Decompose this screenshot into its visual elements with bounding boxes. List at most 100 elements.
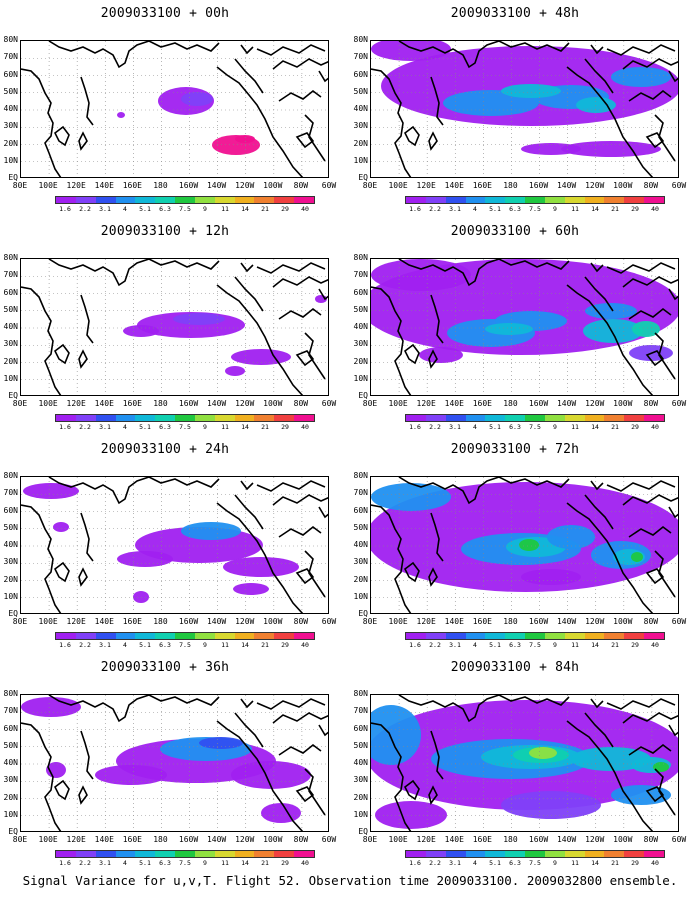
coastline	[430, 76, 444, 126]
colorbar-label: 11	[221, 859, 229, 867]
longitude-label: 120E	[66, 835, 86, 844]
colorbar-label: 1.6	[59, 205, 71, 213]
colorbar-label: 4	[123, 641, 127, 649]
colorbar-swatch	[95, 633, 116, 639]
coastline	[398, 41, 500, 69]
coastline	[216, 502, 304, 613]
longitude-label: 60W	[671, 399, 687, 408]
latitude-label: 60N	[353, 505, 368, 515]
colorbar-swatch	[115, 633, 136, 639]
longitude-label: 80E	[12, 835, 28, 844]
latitude-label: 70N	[3, 706, 18, 716]
colorbar-label: 14	[591, 641, 599, 649]
coastline	[428, 349, 438, 369]
colorbar-swatch	[56, 197, 76, 203]
colorbar-swatch	[564, 197, 585, 203]
map-panel: 2009033100 + 48h 80N 70N 60N 50N 40N 30N 20N 10N…	[350, 0, 690, 213]
colorbar-swatch	[465, 197, 486, 203]
coastline	[590, 480, 604, 491]
colorbar-swatch	[234, 851, 255, 857]
colorbar-label: 5.1	[139, 641, 151, 649]
colorbar-labels: 1.6 2.2 3.1 4 5.1 6.3 7.5 9 11 14 21 29 40	[55, 424, 315, 432]
colorbar-labels: 1.6 2.2 3.1 4 5.1 6.3 7.5 9 11 14 21 29 40	[405, 206, 665, 214]
colorbar-label: 14	[241, 205, 249, 213]
signal-contour	[21, 697, 81, 717]
longitude-label: 160E	[472, 181, 492, 190]
colorbar-swatch	[505, 415, 526, 421]
latitude-label: 60N	[3, 69, 18, 79]
map-area	[370, 694, 679, 832]
longitude-label: 140W	[206, 399, 227, 408]
latitude-label: 50N	[3, 304, 18, 314]
map-panel: 2009033100 + 24h 80N 70N 60N 50N 40N 30N 20N 10N…	[0, 436, 340, 649]
colorbar	[405, 414, 665, 422]
colorbar-label: 9	[553, 423, 557, 431]
latitude-label: 20N	[3, 574, 18, 584]
panel-title: 2009033100 + 72h	[450, 442, 580, 457]
longitude-label: 180	[503, 617, 518, 626]
colorbar-label: 1.6	[59, 423, 71, 431]
colorbar-swatch	[175, 851, 195, 857]
map-panel: 2009033100 + 00h 80N 70N 60N 50N 40N 30N 20N 10N…	[0, 0, 340, 213]
latitude-label: 30N	[353, 557, 368, 567]
colorbar	[405, 632, 665, 640]
colorbar-swatch	[175, 415, 195, 421]
colorbar-label: 4	[473, 205, 477, 213]
latitude-label: 10N	[353, 591, 368, 601]
latitude-label: EQ	[8, 827, 18, 836]
longitude-label: 100E	[38, 835, 58, 844]
longitude-label: 160W	[528, 835, 549, 844]
colorbar-swatch	[56, 851, 76, 857]
colorbar-swatch	[624, 197, 645, 203]
colorbar-swatch	[155, 633, 176, 639]
map-panel: 2009033100 + 36h 80N 70N 60N 50N 40N 30N 20N 10N…	[0, 654, 340, 867]
longitude-label: 100E	[38, 399, 58, 408]
coastline	[216, 284, 304, 395]
latitude-label: 10N	[3, 155, 18, 165]
colorbar-label: 29	[281, 859, 289, 867]
latitude-label: 10N	[353, 373, 368, 383]
colorbar-label: 3.1	[449, 641, 461, 649]
colorbar-swatch	[564, 851, 585, 857]
map-svg	[21, 695, 328, 831]
latitude-label: 70N	[3, 52, 18, 62]
colorbar-labels: 1.6 2.2 3.1 4 5.1 6.3 7.5 9 11 14 21 29 40	[405, 642, 665, 650]
map-panel: 2009033100 + 12h 80N 70N 60N 50N 40N 30N 20N 10N…	[0, 218, 340, 431]
colorbar-label: 4	[123, 423, 127, 431]
coastline	[606, 262, 676, 274]
signal-contour	[485, 323, 533, 335]
coastline	[403, 343, 420, 365]
map-svg	[371, 259, 678, 395]
colorbar-label: 1.6	[59, 641, 71, 649]
longitude-label: 160W	[178, 835, 199, 844]
signal-contour	[653, 762, 669, 772]
signal-contour	[631, 552, 643, 562]
latitude-label: 70N	[353, 488, 368, 498]
colorbar-label: 40	[301, 859, 309, 867]
map-area	[370, 476, 679, 614]
longitude-label: 80E	[362, 617, 378, 626]
longitude-label: 80W	[643, 617, 659, 626]
coastline	[278, 525, 322, 538]
latitude-label: 20N	[353, 792, 368, 802]
signal-contour	[233, 583, 269, 595]
colorbar-label: 29	[631, 859, 639, 867]
colorbar-swatch	[544, 851, 565, 857]
longitude-label: 140W	[556, 835, 577, 844]
map-svg	[21, 477, 328, 613]
longitude-label: 160E	[122, 181, 142, 190]
longitude-label: 100W	[613, 181, 633, 190]
longitude-label: 100W	[613, 617, 633, 626]
colorbar-label: 6.3	[509, 423, 521, 431]
coastline	[21, 286, 62, 395]
longitude-label: 160W	[528, 617, 549, 626]
colorbar-swatch	[274, 633, 295, 639]
colorbar-swatch	[95, 197, 116, 203]
coastline	[21, 722, 62, 831]
colorbar-labels: 1.6 2.2 3.1 4 5.1 6.3 7.5 9 11 14 21 29 40	[55, 206, 315, 214]
colorbar-swatch	[194, 415, 215, 421]
coastline	[256, 262, 326, 274]
colorbar-label: 2.2	[79, 859, 91, 867]
longitude-label: 180	[503, 399, 518, 408]
colorbar-swatch	[525, 415, 545, 421]
